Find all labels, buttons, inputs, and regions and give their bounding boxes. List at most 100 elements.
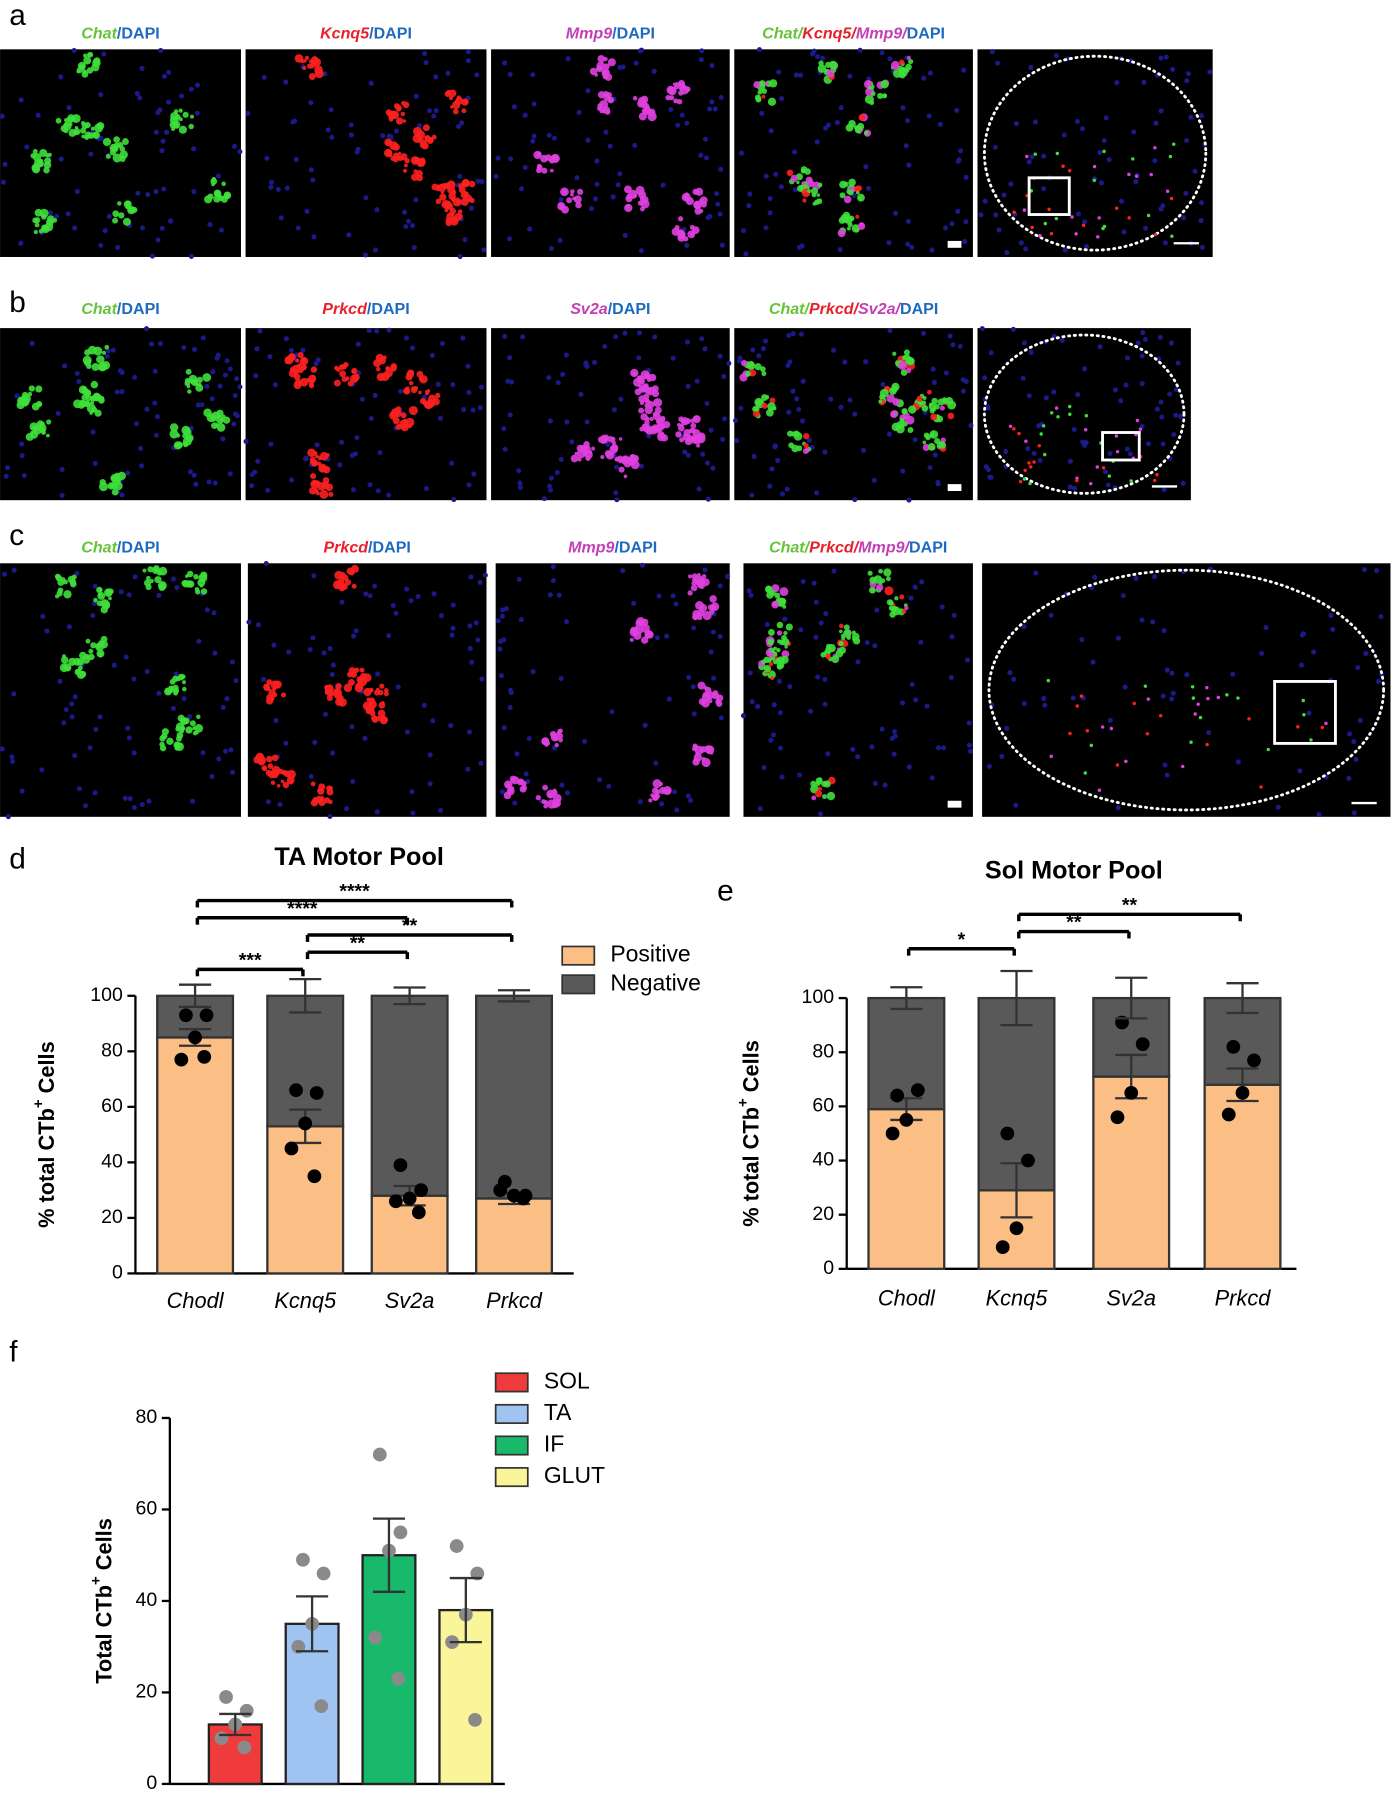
dapi-nucleus <box>293 156 299 162</box>
cell-signal <box>350 671 358 678</box>
cell-signal <box>366 697 371 702</box>
dapi-nucleus <box>66 105 72 111</box>
dapi-nucleus <box>930 366 936 372</box>
cell-signal <box>799 186 804 191</box>
dapi-nucleus <box>872 643 878 649</box>
dapi-nucleus <box>787 359 793 365</box>
dapi-nucleus <box>1297 768 1303 774</box>
dapi-nucleus <box>174 584 180 591</box>
dapi-nucleus <box>740 713 747 719</box>
dapi-nucleus <box>466 729 473 735</box>
dapi-nucleus <box>771 702 777 708</box>
dapi-nucleus <box>339 439 345 445</box>
cell-signal <box>188 374 198 384</box>
dapi-nucleus <box>411 245 417 251</box>
cell-signal <box>519 785 527 793</box>
y-tick-label: 60 <box>101 1095 123 1117</box>
cell-signal <box>185 368 192 375</box>
dapi-nucleus <box>622 330 628 336</box>
cell-signal <box>715 699 722 705</box>
dapi-nucleus <box>404 729 410 735</box>
dapi-nucleus <box>924 703 930 709</box>
dapi-nucleus <box>308 773 314 780</box>
cell-signal <box>537 163 542 168</box>
cell-signal <box>269 696 275 702</box>
channel-label: Chat/DAPI <box>81 25 159 43</box>
dapi-nucleus <box>415 593 421 600</box>
dapi-nucleus <box>29 340 35 346</box>
dapi-nucleus <box>479 179 485 185</box>
dapi-nucleus <box>1092 574 1098 580</box>
cell-signal <box>1165 189 1170 193</box>
cell-signal <box>446 89 452 95</box>
cell-signal <box>35 385 43 393</box>
dapi-nucleus <box>806 437 812 443</box>
dapi-nucleus <box>473 620 479 626</box>
cell-signal <box>939 405 945 411</box>
cell-signal <box>18 396 27 405</box>
dapi-nucleus <box>200 335 206 341</box>
dapi-nucleus <box>288 347 294 353</box>
cell-signal <box>74 126 79 130</box>
dapi-nucleus <box>530 669 536 675</box>
dapi-nucleus <box>818 620 824 626</box>
cell-signal <box>84 389 91 396</box>
cell-signal <box>312 58 322 67</box>
dapi-nucleus <box>763 338 769 344</box>
cell-signal <box>791 444 799 453</box>
dapi-nucleus <box>62 363 68 369</box>
cell-signal <box>315 480 321 486</box>
dapi-nucleus <box>557 237 563 244</box>
dapi-nucleus <box>1167 391 1173 397</box>
dapi-nucleus <box>170 576 176 582</box>
cell-signal <box>1309 738 1313 742</box>
cell-signal <box>213 189 222 198</box>
dapi-nucleus <box>1139 617 1145 623</box>
cell-signal <box>697 681 706 690</box>
cell-signal <box>463 99 469 104</box>
cell-signal <box>172 675 179 682</box>
dapi-nucleus <box>746 203 752 209</box>
dapi-nucleus <box>74 370 80 377</box>
dapi-nucleus <box>245 110 251 116</box>
cell-signal <box>835 649 844 658</box>
dapi-nucleus <box>597 777 603 783</box>
cell-signal <box>611 444 619 452</box>
cell-signal <box>904 68 910 74</box>
dapi-nucleus <box>190 798 196 804</box>
cell-signal <box>444 182 451 189</box>
cell-signal <box>452 100 461 110</box>
cell-signal <box>216 414 221 419</box>
channel-label-part: DAPI <box>909 539 947 557</box>
cell-signal <box>449 216 459 226</box>
dapi-nucleus <box>330 662 336 668</box>
dapi-nucleus <box>1259 650 1265 656</box>
cell-signal <box>1097 788 1102 792</box>
legend-swatch <box>494 1403 529 1424</box>
cell-signal <box>803 443 809 449</box>
dapi-nucleus <box>1328 613 1334 619</box>
cell-signal <box>752 410 760 418</box>
dapi-nucleus <box>939 604 945 610</box>
dapi-nucleus <box>154 414 160 420</box>
dapi-nucleus <box>367 593 373 599</box>
dapi-nucleus <box>594 181 600 187</box>
cell-signal <box>745 371 751 377</box>
dapi-nucleus <box>696 486 702 492</box>
dapi-nucleus <box>782 616 788 622</box>
dapi-nucleus <box>687 797 693 803</box>
dapi-nucleus <box>800 378 806 384</box>
cell-signal <box>1012 210 1016 214</box>
dapi-nucleus <box>522 164 528 171</box>
dapi-nucleus <box>170 705 177 711</box>
dapi-nucleus <box>1347 731 1353 737</box>
data-point <box>393 1525 408 1540</box>
cell-signal <box>624 458 630 464</box>
cell-signal <box>572 196 576 201</box>
cell-signal <box>854 127 861 134</box>
dapi-nucleus <box>799 243 805 249</box>
cell-signal <box>439 193 447 201</box>
cell-signal <box>175 433 181 438</box>
channel-label: Kcnq5/DAPI <box>320 25 412 43</box>
